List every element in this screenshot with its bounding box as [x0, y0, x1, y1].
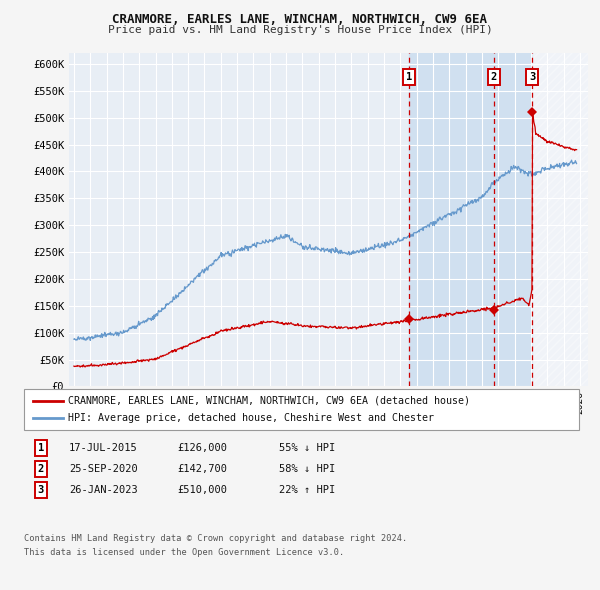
- Bar: [532, 53, 588, 386]
- Text: 2: 2: [491, 73, 497, 82]
- Text: Price paid vs. HM Land Registry's House Price Index (HPI): Price paid vs. HM Land Registry's House …: [107, 25, 493, 35]
- Text: 17-JUL-2015: 17-JUL-2015: [69, 444, 138, 453]
- Text: 55% ↓ HPI: 55% ↓ HPI: [279, 444, 335, 453]
- Text: 1: 1: [38, 444, 44, 453]
- Text: 58% ↓ HPI: 58% ↓ HPI: [279, 464, 335, 474]
- Text: CRANMORE, EARLES LANE, WINCHAM, NORTHWICH, CW9 6EA: CRANMORE, EARLES LANE, WINCHAM, NORTHWIC…: [113, 13, 487, 26]
- Text: 1: 1: [406, 73, 412, 82]
- Text: 26-JAN-2023: 26-JAN-2023: [69, 485, 138, 494]
- Text: This data is licensed under the Open Government Licence v3.0.: This data is licensed under the Open Gov…: [24, 548, 344, 556]
- Text: 3: 3: [38, 485, 44, 494]
- Text: £142,700: £142,700: [177, 464, 227, 474]
- Text: CRANMORE, EARLES LANE, WINCHAM, NORTHWICH, CW9 6EA (detached house): CRANMORE, EARLES LANE, WINCHAM, NORTHWIC…: [68, 396, 470, 406]
- Bar: [409, 53, 532, 386]
- Text: 2: 2: [38, 464, 44, 474]
- Text: 25-SEP-2020: 25-SEP-2020: [69, 464, 138, 474]
- Text: HPI: Average price, detached house, Cheshire West and Chester: HPI: Average price, detached house, Ches…: [68, 413, 434, 423]
- Text: £510,000: £510,000: [177, 485, 227, 494]
- Text: 22% ↑ HPI: 22% ↑ HPI: [279, 485, 335, 494]
- Text: 3: 3: [529, 73, 535, 82]
- Text: Contains HM Land Registry data © Crown copyright and database right 2024.: Contains HM Land Registry data © Crown c…: [24, 534, 407, 543]
- Text: £126,000: £126,000: [177, 444, 227, 453]
